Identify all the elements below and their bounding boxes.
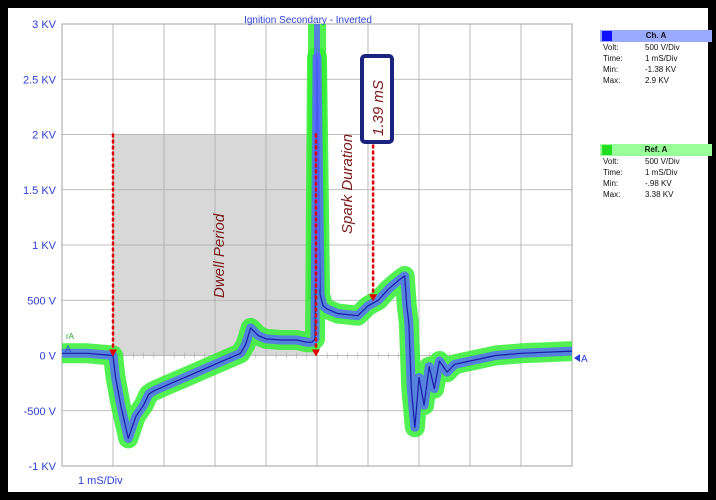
legend-ref-a: Ref. A Volt: 500 V/Div Time: 1 mS/Div Min:… (600, 144, 712, 200)
legend-ref-a-label: Ref. A (644, 145, 668, 154)
legend-ch-a-header: Ch. A (600, 30, 712, 42)
duration-box (360, 54, 394, 144)
legend-ref-a-volt: Volt: 500 V/Div (603, 157, 680, 166)
ch-a-line (62, 56, 572, 439)
oscilloscope-chart: 3 KV 2.5 KV 2 KV 1.5 KV 1 KV 500 V 0 V -500 V -1… (23, 15, 588, 487)
y-tick-label: 1.5 KV (23, 185, 57, 197)
y-tick-label: 2.5 KV (23, 74, 57, 86)
legend-ch-a-min: Min: -1.38 KV (603, 65, 677, 74)
legend-ch-a-max: Max: 2.9 KV (603, 76, 670, 85)
y-tick-label: 1 KV (32, 240, 57, 252)
marker-arrow-icon (369, 294, 378, 302)
scope-frame: 3 KV 2.5 KV 2 KV 1.5 KV 1 KV 500 V 0 V -500 V -1… (8, 8, 712, 492)
ref-a-swatch-icon (602, 145, 612, 155)
y-tick-label: -1 KV (28, 461, 56, 473)
legend-ch-a: Ch. A Volt: 500 V/Div Time: 1 mS/Div Min: -… (600, 30, 712, 86)
y-tick-label: 2 KV (32, 130, 57, 142)
legend-ch-a-volt: Volt: 500 V/Div (603, 43, 680, 52)
ch-a-trace (62, 24, 572, 443)
y-tick-label: 3 KV (32, 19, 57, 31)
marker-arrow-icon (109, 349, 117, 357)
dwell-annotation: Dwell Period (211, 213, 228, 298)
right-zero-marker-label: A (581, 354, 588, 365)
legend-ch-a-label: Ch. A (645, 31, 667, 40)
chart-title: Ignition Secondary - Inverted (244, 15, 372, 26)
marker-arrow-icon (311, 349, 320, 357)
legend-ref-a-max: Max: 3.38 KV (603, 190, 674, 199)
ch-a-spike (314, 24, 320, 290)
y-tick-labels: 3 KV 2.5 KV 2 KV 1.5 KV 1 KV 500 V 0 V -500 V -1… (23, 19, 57, 473)
dotted-markers (109, 133, 378, 357)
legend-ch-a-time: Time: 1 mS/Div (603, 54, 678, 63)
y-tick-label: 0 V (39, 351, 56, 363)
right-zero-marker-icon (574, 354, 580, 362)
legend-ref-a-time: Time: 1 mS/Div (603, 168, 678, 177)
x-axis-label: 1 mS/Div (78, 475, 123, 487)
ch-zero-marker-label: A (65, 344, 71, 354)
spark-annotation: Spark Duration (339, 134, 356, 234)
duration-box-label: 1.39 mS (370, 80, 387, 136)
y-tick-label: -500 V (24, 406, 57, 418)
ch-a-swatch-icon (602, 31, 612, 41)
legend-ref-a-header: Ref. A (600, 144, 712, 156)
ref-zero-marker-label: rA (66, 332, 75, 341)
legend-ref-a-min: Min: -.98 KV (603, 179, 672, 188)
y-tick-label: 500 V (27, 295, 56, 307)
